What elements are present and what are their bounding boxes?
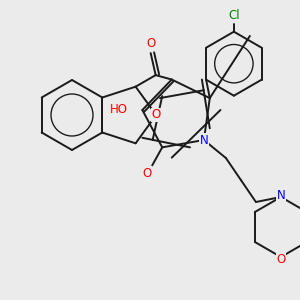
Text: O: O: [146, 37, 155, 50]
Text: O: O: [152, 109, 161, 122]
Text: O: O: [142, 167, 152, 180]
Text: Cl: Cl: [228, 9, 240, 22]
Text: O: O: [276, 253, 286, 266]
Text: HO: HO: [110, 103, 128, 116]
Text: N: N: [200, 134, 208, 146]
Text: N: N: [277, 188, 285, 202]
